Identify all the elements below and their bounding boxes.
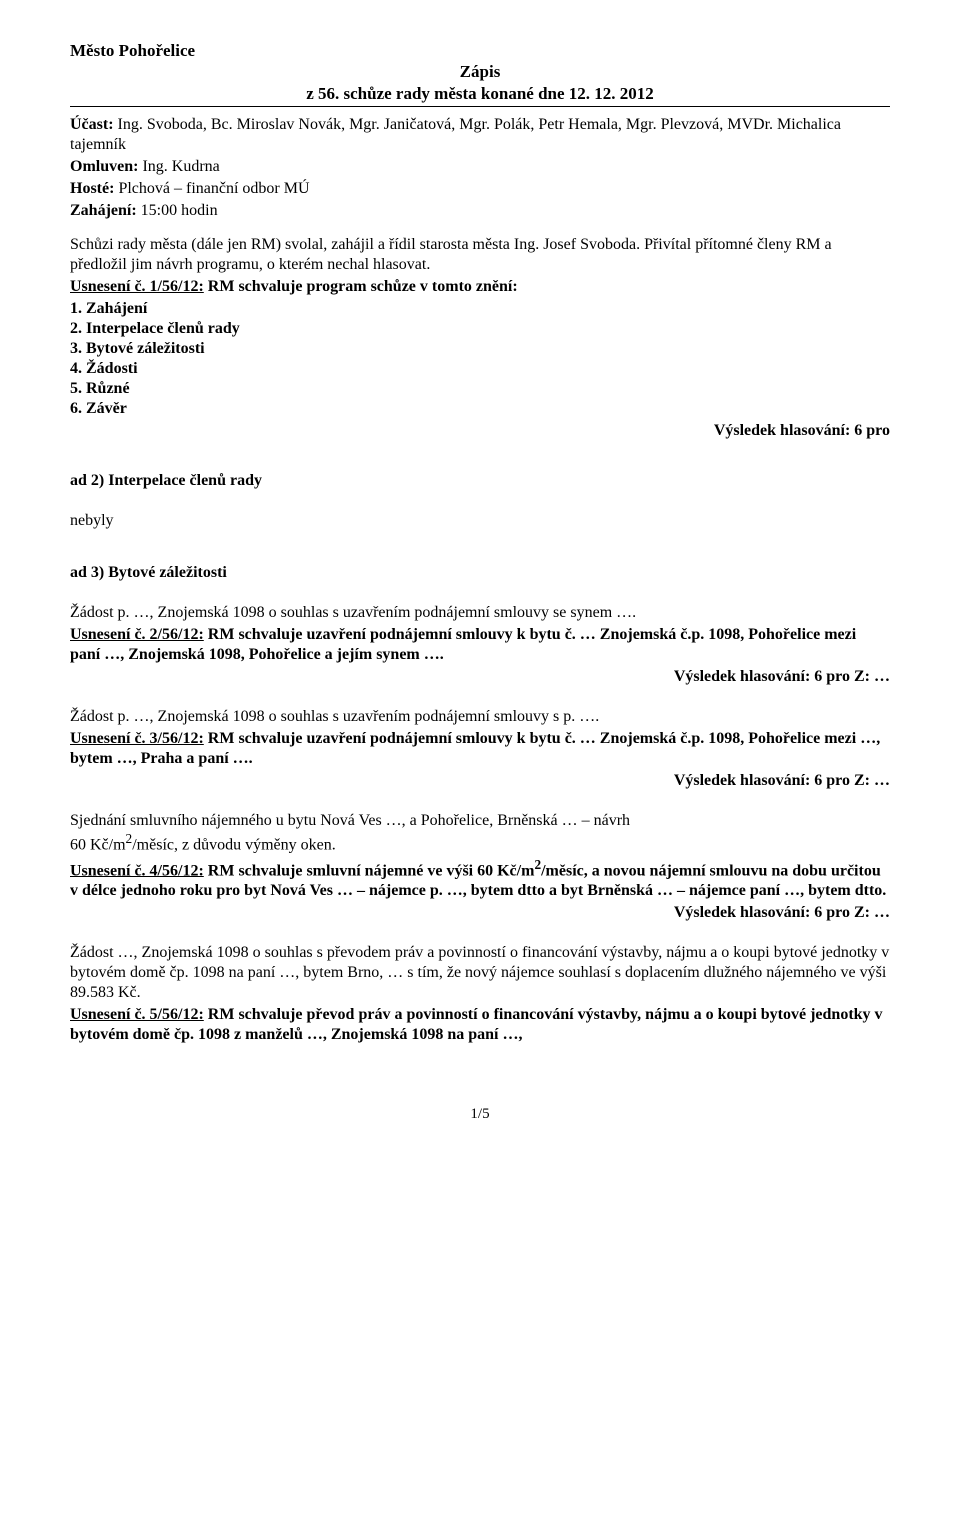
agenda-item: 4. Žádosti: [70, 359, 890, 379]
usneseni-1-label: Usnesení č. 1/56/12:: [70, 278, 204, 295]
header-divider: [70, 106, 890, 107]
block3-line2a: 60 Kč/m: [70, 836, 126, 853]
intro-paragraph: Schůzi rady města (dále jen RM) svolal, …: [70, 235, 890, 275]
hoste-text: Plchová – finanční odbor MÚ: [114, 180, 309, 197]
agenda-item: 5. Různé: [70, 379, 890, 399]
hoste-label: Hosté:: [70, 180, 114, 197]
usneseni-3-label: Usnesení č. 3/56/12:: [70, 730, 204, 747]
vote-result: Výsledek hlasování: 6 pro Z: …: [70, 771, 890, 791]
ad2-heading: ad 2) Interpelace členů rady: [70, 471, 890, 491]
agenda-list: 1. Zahájení 2. Interpelace členů rady 3.…: [70, 299, 890, 419]
omluven-label: Omluven:: [70, 158, 138, 175]
block3-line1-text: Sjednání smluvního nájemného u bytu Nová…: [70, 812, 630, 829]
header-title: Zápis: [70, 61, 890, 82]
block4-line1: Žádost …, Znojemská 1098 o souhlas s pře…: [70, 943, 890, 1003]
vote-result: Výsledek hlasování: 6 pro Z: …: [70, 667, 890, 687]
agenda-item: 1. Zahájení: [70, 299, 890, 319]
page-number: 1/5: [70, 1105, 890, 1124]
vote-result: Výsledek hlasování: 6 pro: [70, 421, 890, 441]
ucast-label: Účast:: [70, 116, 114, 133]
omluven-text: Ing. Kudrna: [138, 158, 219, 175]
usneseni-4-text-a: RM schvaluje smluvní nájemné ve výši 60 …: [204, 862, 535, 879]
usneseni-5-label: Usnesení č. 5/56/12:: [70, 1006, 204, 1023]
block3-line1: Sjednání smluvního nájemného u bytu Nová…: [70, 811, 890, 855]
header-org: Město Pohořelice: [70, 40, 890, 61]
ad2-body: nebyly: [70, 511, 890, 531]
agenda-item: 3. Bytové záležitosti: [70, 339, 890, 359]
attendance-block: Účast: Ing. Svoboda, Bc. Miroslav Novák,…: [70, 115, 890, 221]
usneseni-4-label: Usnesení č. 4/56/12:: [70, 862, 204, 879]
vote-result: Výsledek hlasování: 6 pro Z: …: [70, 903, 890, 923]
block3-line2b: /měsíc, z důvodu výměny oken.: [132, 836, 336, 853]
agenda-item: 2. Interpelace členů rady: [70, 319, 890, 339]
ucast-text: Ing. Svoboda, Bc. Miroslav Novák, Mgr. J…: [70, 116, 841, 153]
agenda-item: 6. Závěr: [70, 399, 890, 419]
usneseni-1-text: RM schvaluje program schůze v tomto zněn…: [204, 278, 518, 295]
block1-line1: Žádost p. …, Znojemská 1098 o souhlas s …: [70, 603, 890, 623]
zahajeni-label: Zahájení:: [70, 202, 137, 219]
zahajeni-text: 15:00 hodin: [137, 202, 218, 219]
header-subtitle: z 56. schůze rady města konané dne 12. 1…: [70, 83, 890, 104]
ad3-heading: ad 3) Bytové záležitosti: [70, 563, 890, 583]
usneseni-2-label: Usnesení č. 2/56/12:: [70, 626, 204, 643]
block2-line1: Žádost p. …, Znojemská 1098 o souhlas s …: [70, 707, 890, 727]
